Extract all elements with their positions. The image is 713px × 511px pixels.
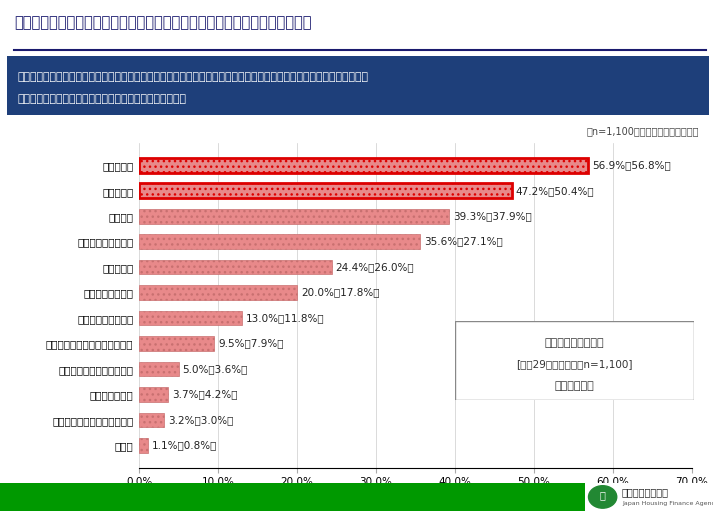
Bar (139, 387, 168, 402)
Bar (139, 260, 332, 274)
Bar (139, 285, 297, 300)
Text: ５．「住宅事業者選び」で重視するポイントは？（調査対象：一般消費者）: ５．「住宅事業者選び」で重視するポイントは？（調査対象：一般消費者） (14, 15, 312, 31)
Bar (139, 183, 512, 198)
Ellipse shape (588, 485, 617, 508)
Text: 20.0%（17.8%）: 20.0%（17.8%） (301, 288, 379, 297)
Text: 47.2%（50.4%）: 47.2%（50.4%） (515, 185, 594, 196)
Bar (139, 311, 242, 326)
Text: 1.1%（0.8%）: 1.1%（0.8%） (152, 440, 217, 450)
Text: 24.4%（26.0%）: 24.4%（26.0%） (336, 262, 414, 272)
Text: 一般消費者が住宅事業者選びで重視するポイントについては、前回調査と同じく「建物の性能」が最も多く、「住宅の立: 一般消費者が住宅事業者選びで重視するポイントについては、前回調査と同じく「建物の… (18, 72, 369, 82)
Bar (139, 336, 214, 351)
Text: 56.9%（56.8%）: 56.9%（56.8%） (592, 160, 671, 170)
Bar (139, 412, 164, 427)
Text: （　）内は前回調査: （ ）内は前回調査 (545, 338, 604, 348)
Text: 13.0%（11.8%）: 13.0%（11.8%） (245, 313, 324, 323)
Text: 35.6%（27.1%）: 35.6%（27.1%） (424, 237, 503, 247)
Bar (139, 362, 178, 377)
Text: 地」、「デザイン」、「住宅の価格や手数料」が続いた。: 地」、「デザイン」、「住宅の価格や手数料」が続いた。 (18, 94, 187, 104)
Bar (139, 438, 148, 453)
Bar (139, 209, 449, 223)
Text: の回答構成比: の回答構成比 (554, 381, 594, 391)
Text: （n=1,100　複数回答・３つまで）: （n=1,100 複数回答・３つまで） (586, 126, 699, 136)
Bar (139, 234, 420, 249)
Text: [平成29年４月公表；n=1,100]: [平成29年４月公表；n=1,100] (516, 359, 632, 369)
Text: 39.3%（37.9%）: 39.3%（37.9%） (453, 211, 532, 221)
Text: 5.0%（3.6%）: 5.0%（3.6%） (183, 364, 248, 374)
Text: Japan Housing Finance Agency: Japan Housing Finance Agency (622, 501, 713, 506)
Text: 3.7%（4.2%）: 3.7%（4.2%） (173, 389, 237, 400)
Text: 住宅金融支援機構: 住宅金融支援機構 (622, 487, 669, 497)
Text: ⓗ: ⓗ (600, 491, 605, 501)
Text: 3.2%（3.0%）: 3.2%（3.0%） (168, 415, 234, 425)
Text: 9.5%（7.9%）: 9.5%（7.9%） (218, 338, 284, 349)
Bar (139, 158, 588, 173)
